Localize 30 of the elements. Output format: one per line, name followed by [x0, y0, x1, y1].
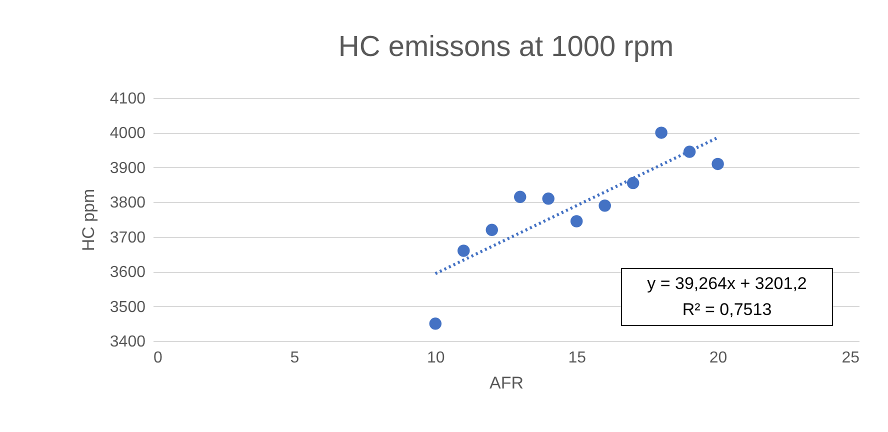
- y-tick-label: 3600: [110, 264, 146, 282]
- point: [458, 244, 470, 257]
- y-tick-label: 4100: [110, 90, 146, 108]
- y-tick-label: 3900: [110, 160, 146, 177]
- point: [712, 158, 724, 170]
- point: [486, 224, 498, 236]
- point: [655, 126, 668, 139]
- x-tick-label: 5: [290, 350, 300, 366]
- x-tick-label: 15: [568, 350, 586, 366]
- point: [429, 318, 442, 330]
- y-tick-label: 3700: [110, 229, 146, 246]
- point: [514, 190, 526, 204]
- x-tick-label: 25: [842, 350, 860, 366]
- x-tick-label: 10: [427, 350, 445, 366]
- y-tick-label: 3800: [110, 194, 146, 212]
- point: [598, 200, 611, 212]
- annotation: y = 39,264x + 3201,2: [646, 273, 808, 295]
- y-axis-title: HC ppm: [78, 188, 98, 252]
- y-tick-label: 3500: [110, 298, 146, 316]
- x-tick-label: 20: [709, 350, 728, 366]
- chart-title: HC emissons at 1000 rpm: [338, 31, 674, 63]
- x-tick-label: 0: [154, 350, 162, 366]
- y-tick-label: 3400: [110, 334, 146, 350]
- y-tick-label: 4000: [110, 125, 146, 142]
- point: [570, 215, 583, 228]
- x-axis-title: AFR: [490, 374, 524, 392]
- annotation: R² = 0,7513: [681, 299, 773, 321]
- point: [542, 192, 554, 205]
- point: [626, 176, 640, 190]
- equation-box: y = 39,264x + 3201,2 R² = 0,7513: [621, 268, 833, 326]
